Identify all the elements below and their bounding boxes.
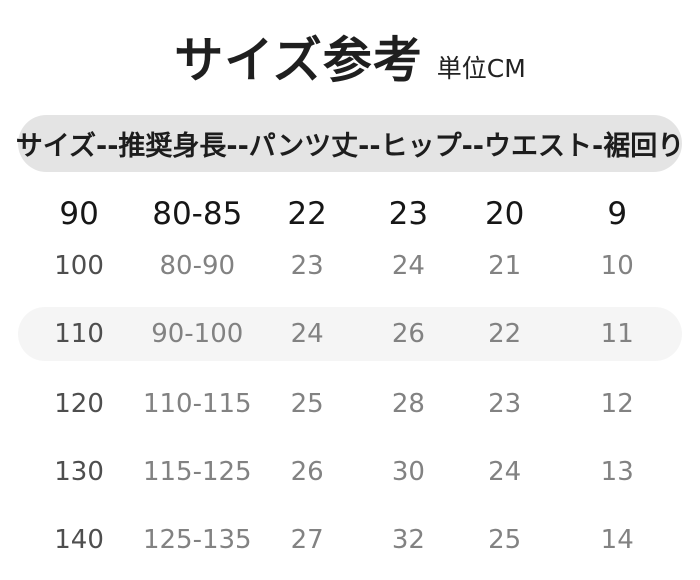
table-row: 140 125-135 27 32 25 14: [18, 514, 682, 566]
table-row: 120 110-115 25 28 23 12: [18, 378, 682, 430]
table-cell-waist: 25: [488, 525, 522, 555]
table-cell-hem: 11: [600, 319, 634, 349]
title-row: サイズ参考 単位CM: [0, 34, 700, 88]
table-cell-waist: 22: [488, 319, 522, 349]
table-header-pill: サイズ--推奨身長--パンツ丈--ヒップ--ウエスト-裾回り: [15, 115, 685, 172]
table-row: 130 115-125 26 30 24 13: [18, 446, 682, 498]
table-cell-waist: 23: [488, 389, 522, 419]
table-cell-height: 115-125: [142, 457, 252, 487]
page-title: サイズ参考: [174, 32, 423, 89]
table-cell-hip: 23: [388, 196, 429, 232]
table-cell-pants-length: 27: [290, 525, 324, 555]
table-cell-size: 140: [54, 525, 104, 555]
table-cell-hip: 32: [391, 525, 425, 555]
table-cell-size: 120: [54, 389, 104, 419]
table-cell-height: 90-100: [151, 319, 244, 349]
unit-label: 単位CM: [436, 54, 526, 83]
table-header-label: サイズ--推奨身長--パンツ丈--ヒップ--ウエスト-裾回り: [15, 131, 685, 162]
table-cell-size: 110: [54, 319, 104, 349]
table-cell-height: 80-90: [159, 251, 236, 281]
table-cell-size: 90: [59, 196, 99, 232]
table-cell-pants-length: 26: [290, 457, 324, 487]
table-cell-size: 130: [54, 457, 104, 487]
table-cell-hip: 28: [391, 389, 425, 419]
table-cell-pants-length: 23: [290, 251, 324, 281]
table-row-highlighted: 110 90-100 24 26 22 11: [18, 307, 682, 361]
table-cell-hem: 9: [607, 196, 628, 232]
table-cell-height: 110-115: [142, 389, 252, 419]
table-cell-hip: 26: [391, 319, 425, 349]
table-cell-waist: 21: [488, 251, 522, 281]
table-row: 90 80-85 22 23 20 9: [18, 188, 682, 240]
table-row: 100 80-90 23 24 21 10: [18, 240, 682, 292]
table-cell-pants-length: 22: [287, 196, 327, 232]
table-cell-hip: 24: [391, 251, 425, 281]
table-cell-height: 80-85: [152, 196, 243, 232]
table-cell-waist: 20: [484, 196, 525, 232]
table-cell-waist: 24: [488, 457, 522, 487]
table-cell-height: 125-135: [142, 525, 252, 555]
table-cell-pants-length: 24: [290, 319, 324, 349]
table-cell-hem: 10: [600, 251, 634, 281]
table-cell-hem: 13: [600, 457, 634, 487]
table-cell-hip: 30: [391, 457, 425, 487]
table-cell-size: 100: [54, 251, 104, 281]
table-cell-hem: 14: [600, 525, 634, 555]
table-cell-pants-length: 25: [290, 389, 324, 419]
table-cell-hem: 12: [600, 389, 634, 419]
